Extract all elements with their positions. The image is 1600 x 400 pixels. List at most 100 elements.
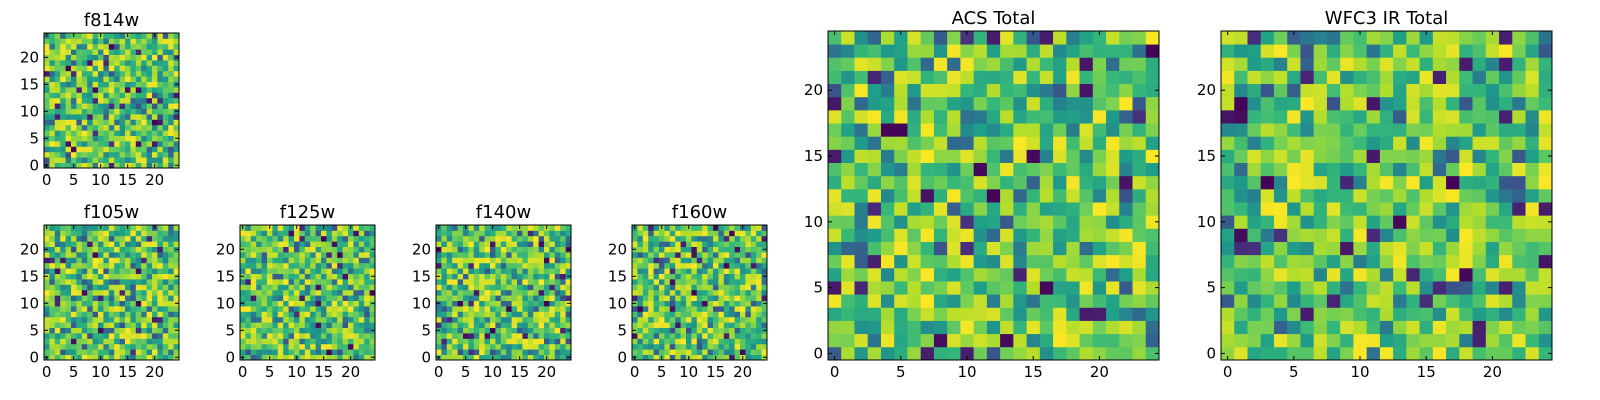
heatmap-cell [130,257,137,264]
heatmap-cell [696,257,703,264]
heatmap-cell [1485,294,1500,308]
heatmap-cell [894,294,908,308]
heatmap-cell [933,346,948,361]
heatmap-cell [1026,70,1041,85]
heatmap-cell [369,306,376,312]
heatmap-cell [98,246,104,253]
heatmap-cell [92,257,99,264]
heatmap-cell [87,268,93,274]
axes-frame [1220,30,1553,361]
heatmap-cell [103,135,110,142]
heatmap-cell [103,87,110,93]
heatmap-cell [98,130,104,136]
heatmap-cell [750,246,757,253]
heatmap-cell [141,235,147,242]
heatmap-cell [54,146,61,153]
heatmap-cell [173,157,180,163]
heatmap-cell [1273,96,1288,111]
heatmap-cell [1000,136,1014,150]
heatmap-cell [103,119,110,126]
heatmap-cell [168,295,174,301]
heatmap-cell [1053,175,1067,190]
heatmap-cell [1419,228,1434,242]
heatmap-cell [436,252,442,258]
heatmap-cell [880,320,895,335]
heatmap-cell [81,87,88,93]
heatmap-cell [867,188,882,203]
heatmap-cell [828,188,842,203]
heatmap-cell [76,60,83,66]
heatmap-cell [947,162,961,177]
heatmap-cell [560,279,566,285]
heatmap-cell [452,241,458,247]
heatmap-cell [288,262,295,269]
heatmap-cell [1485,136,1500,150]
heatmap-cell [60,289,66,296]
heatmap-cell [761,289,768,296]
heatmap-cell [734,333,741,339]
heatmap-cell [310,235,316,242]
heatmap-cell [103,97,110,104]
heatmap-cell [250,311,257,318]
heatmap-cell [54,157,61,163]
heatmap-cell [554,343,561,350]
heatmap-cell [348,268,354,274]
heatmap-cell [1260,188,1275,203]
heatmap-cell [49,252,56,258]
heatmap-cell [245,349,252,355]
heatmap-cell [1393,188,1407,203]
heatmap-cell [1472,123,1487,137]
heatmap-cell [44,103,50,109]
heatmap-cell [342,246,349,253]
heatmap-cell [141,349,147,355]
heatmap-cell [517,343,523,350]
heatmap-cell [141,257,147,264]
heatmap-cell [1485,267,1500,282]
heatmap-cell [256,316,262,323]
heatmap-cell [669,343,676,350]
heatmap-cell [734,225,741,231]
heatmap-cell [114,87,120,93]
heatmap-cell [87,273,93,280]
heatmap-cell [1538,320,1553,335]
heatmap-cell [986,83,1001,98]
heatmap-cell [87,130,93,136]
heatmap-cell [495,306,502,312]
heatmap-cell [1300,281,1315,295]
heatmap-cell [60,162,66,169]
heatmap-cell [294,322,300,328]
heatmap-cell [277,257,284,264]
heatmap-cell [60,76,66,82]
heatmap-cell [740,327,746,334]
heatmap-cell [98,141,104,147]
heatmap-cell [947,31,961,45]
heatmap-cell [517,252,523,258]
heatmap-cell [49,333,56,339]
heatmap-cell [637,289,644,296]
heatmap-cell [723,349,730,355]
heatmap-cell [294,349,300,355]
heatmap-cell [1039,346,1054,361]
heatmap-cell [1234,202,1248,216]
heatmap-cell [1393,31,1407,45]
heatmap-cell [125,38,131,45]
heatmap-cell [157,273,164,280]
heatmap-cell [130,241,137,247]
heatmap-cell [1406,228,1420,242]
heatmap-cell [1092,57,1107,71]
heatmap-cell [632,322,638,328]
heatmap-cell [141,354,147,361]
heatmap-cell [299,349,306,355]
heatmap-cell [1406,320,1420,335]
heatmap-cell [1432,346,1447,361]
heatmap-cell [686,327,692,334]
heatmap-cell [54,130,61,136]
heatmap-cell [49,43,56,50]
heatmap-cell [60,43,66,50]
heatmap-cell [1313,320,1328,335]
heatmap-cell [60,300,66,307]
heatmap-cell [745,273,752,280]
heatmap-cell [168,333,174,339]
heatmap-cell [756,338,762,345]
heatmap-cell [54,262,61,269]
